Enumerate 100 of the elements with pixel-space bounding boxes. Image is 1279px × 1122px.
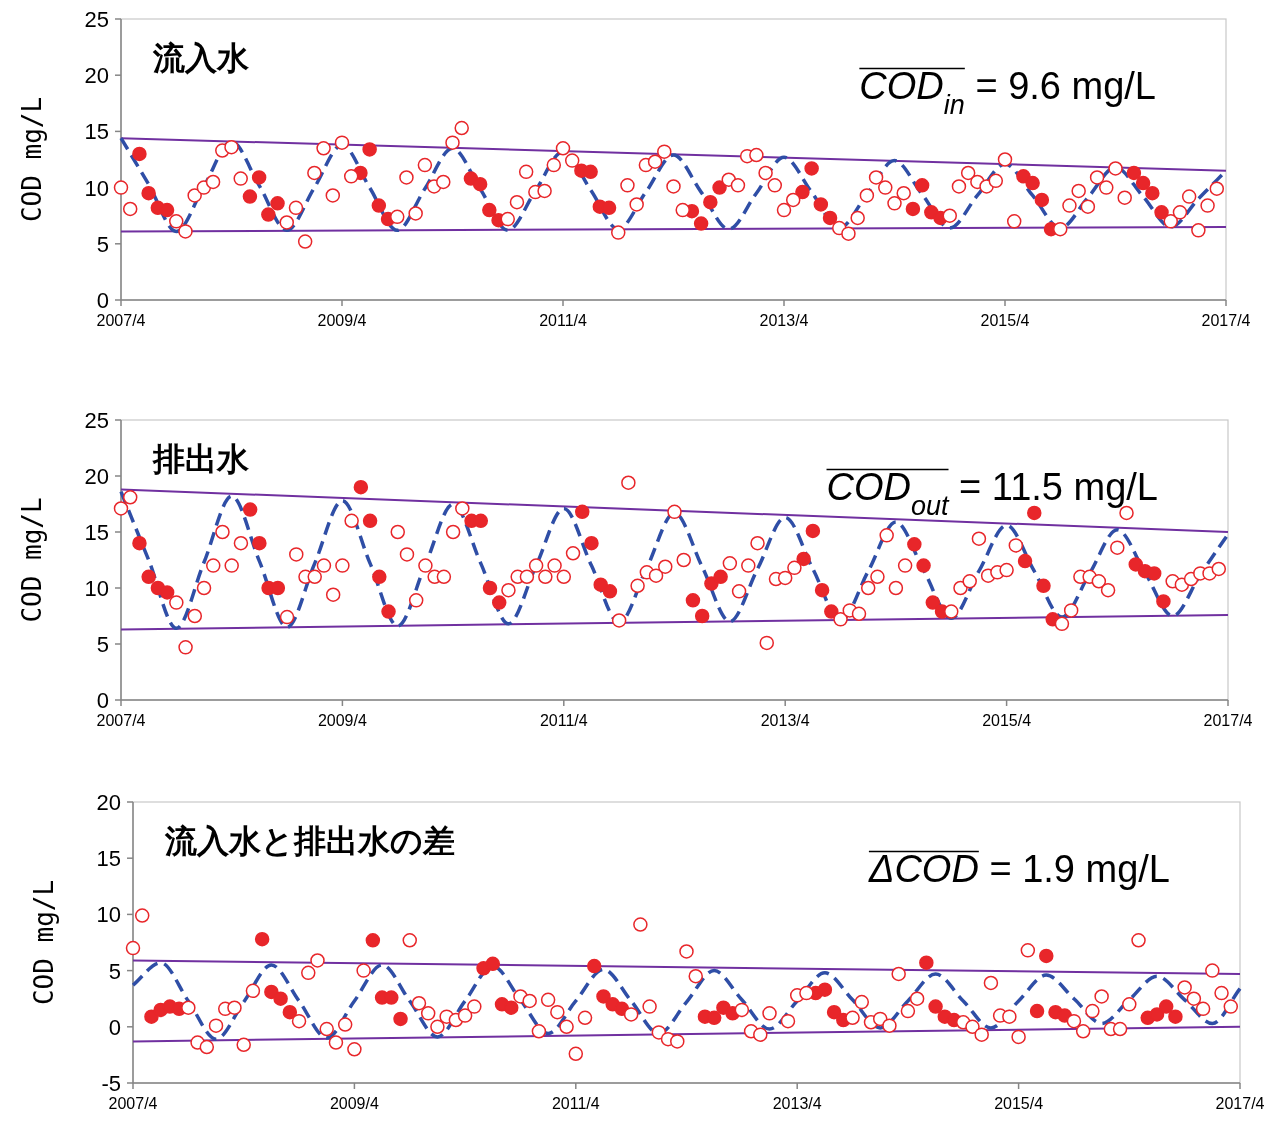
point [1025, 175, 1040, 191]
point [919, 955, 934, 970]
annotation: COD$_{out}$ = 11.5 mg/L [826, 466, 1158, 521]
point [273, 991, 288, 1006]
y-axis-title: COD mg/L [17, 497, 47, 623]
x-tick-label: 2009/4 [329, 1095, 379, 1112]
y-tick-label: 15 [96, 846, 121, 872]
y-tick-label: 25 [84, 7, 109, 32]
point [491, 595, 507, 610]
point [472, 176, 488, 192]
x-tick-label: 2017/4 [1215, 1095, 1265, 1112]
point [602, 584, 618, 599]
point [381, 604, 396, 619]
x-tick-label: 2013/4 [772, 1095, 822, 1112]
point [270, 196, 285, 211]
y-tick-label: 0 [108, 1014, 121, 1040]
point [485, 956, 501, 972]
point [384, 990, 399, 1005]
y-tick-label: 10 [84, 175, 109, 201]
y-tick-label: 20 [84, 63, 109, 89]
point [1039, 948, 1054, 964]
y-tick-label: 10 [96, 902, 121, 928]
point [1154, 205, 1169, 220]
point [482, 580, 498, 596]
point [362, 513, 378, 529]
x-tick-label: 2015/4 [982, 712, 1032, 729]
point [925, 595, 941, 610]
point [805, 523, 821, 539]
point [694, 608, 710, 624]
point [601, 200, 617, 216]
point [905, 201, 921, 217]
y-tick-label: 15 [84, 520, 109, 545]
y-tick-label: -5 [101, 1071, 121, 1096]
point [1036, 578, 1051, 594]
x-tick-label: 2017/4 [1201, 312, 1251, 329]
y-tick-label: 5 [96, 231, 109, 257]
point [365, 933, 381, 948]
point [242, 502, 258, 517]
point [482, 202, 497, 218]
point [1149, 1007, 1165, 1022]
point [1017, 553, 1033, 569]
point [583, 164, 598, 180]
x-tick-label: 2009/4 [317, 712, 367, 729]
point [1145, 185, 1160, 201]
point [795, 184, 810, 200]
point [796, 551, 811, 567]
point [712, 180, 727, 195]
y-tick-label: 25 [84, 408, 109, 433]
x-tick-label: 2013/4 [759, 312, 809, 329]
point [132, 146, 147, 162]
point [159, 585, 175, 600]
x-tick-label: 2013/4 [760, 712, 810, 729]
y-tick-label: 20 [84, 464, 109, 489]
point [1146, 566, 1162, 581]
annotation: COD$_{in}$ = 9.6 mg/L [859, 65, 1156, 120]
point [132, 535, 147, 551]
point [372, 569, 387, 585]
point [817, 982, 833, 997]
point [907, 537, 922, 552]
point [261, 207, 276, 222]
point [914, 178, 930, 193]
y-axis-title: COD mg/L [17, 96, 47, 223]
point [814, 582, 830, 598]
annotation: ΔCOD = 1.9 mg/L [867, 848, 1170, 890]
y-tick-label: 5 [96, 632, 109, 657]
x-tick-label: 2011/4 [551, 1095, 600, 1112]
y-tick-label: 0 [96, 688, 109, 713]
x-tick-label: 2015/4 [980, 312, 1030, 329]
y-tick-label: 0 [96, 288, 109, 313]
point [144, 1009, 159, 1024]
point [264, 984, 279, 1000]
x-tick-label: 2007/4 [108, 1095, 158, 1112]
point [928, 999, 943, 1014]
point [587, 958, 602, 974]
point [1027, 505, 1042, 521]
x-tick-label: 2011/4 [539, 312, 587, 329]
point [1029, 1003, 1045, 1019]
point [282, 1004, 298, 1020]
point [1156, 594, 1171, 609]
point [242, 189, 258, 204]
point [141, 185, 156, 201]
y-tick-label: 5 [108, 958, 121, 984]
point [713, 569, 728, 585]
y-tick-label: 15 [84, 119, 109, 145]
point [251, 170, 267, 185]
point [393, 1011, 408, 1027]
point [826, 1004, 842, 1020]
x-tick-label: 2007/4 [96, 312, 146, 329]
y-tick-label: 20 [96, 790, 121, 815]
x-tick-label: 2011/4 [539, 712, 588, 729]
point [813, 197, 829, 212]
point [353, 479, 369, 495]
point [824, 604, 839, 619]
point [1168, 1009, 1183, 1024]
y-axis-title: COD mg/L [29, 879, 59, 1006]
point [159, 202, 175, 218]
point [1034, 192, 1050, 208]
point [371, 198, 387, 213]
point [804, 161, 819, 176]
point [584, 535, 599, 551]
